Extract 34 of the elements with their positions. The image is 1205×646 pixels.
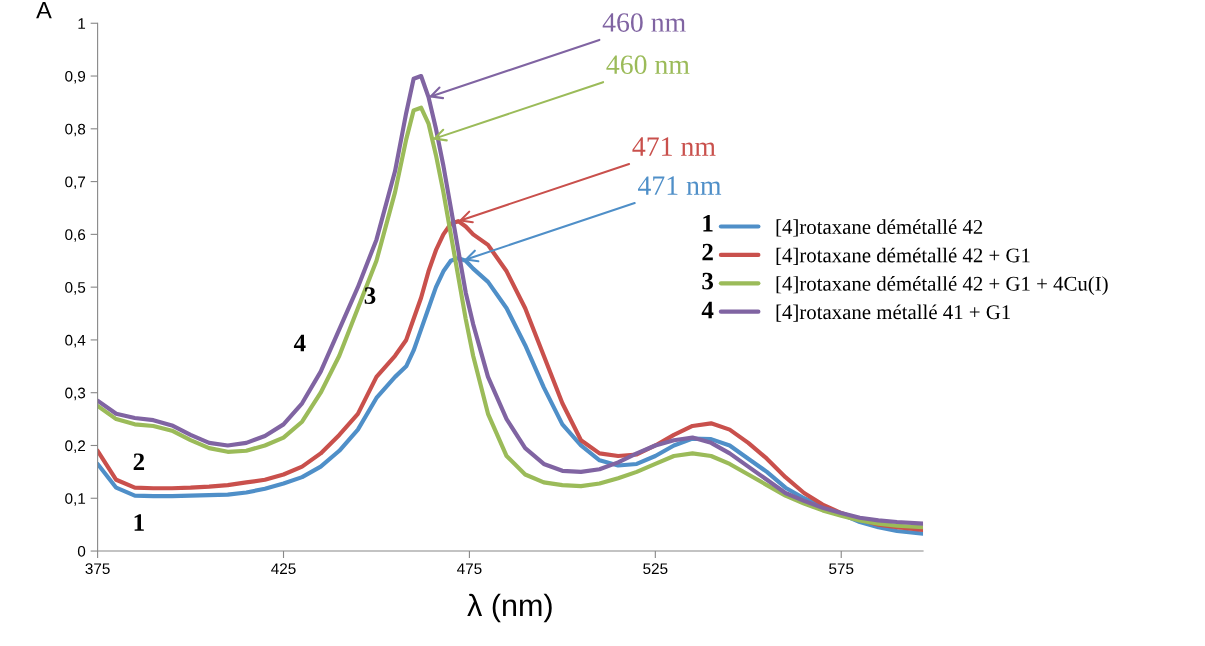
x-tick-label: 525 bbox=[643, 563, 668, 575]
annotation: 4 bbox=[293, 334, 306, 352]
y-tick-label: 0,1 bbox=[65, 493, 86, 506]
annotation: 471 nm bbox=[632, 137, 716, 156]
x-tick-label: 425 bbox=[271, 563, 296, 575]
legend-label: [4]rotaxane démétallé 42 + G1 bbox=[776, 247, 1030, 265]
y-tick-label: 0,9 bbox=[65, 70, 86, 84]
y-tick-label: 0,5 bbox=[65, 282, 86, 295]
annotation: 4 bbox=[701, 301, 714, 319]
y-tick-label: 0,3 bbox=[65, 387, 86, 401]
annotation: 2 bbox=[702, 243, 713, 261]
annotation: 3 bbox=[364, 287, 376, 304]
y-tick-label: 0,6 bbox=[65, 229, 86, 242]
annotation: 3 bbox=[702, 272, 714, 290]
y-tick-label: 0 bbox=[77, 545, 86, 557]
annotation: 2 bbox=[133, 453, 145, 470]
annotation: 1 bbox=[134, 514, 144, 531]
annotation: 471 nm bbox=[637, 176, 722, 195]
annotation: 460 nm bbox=[606, 55, 690, 75]
y-tick-label: 0,4 bbox=[65, 334, 86, 348]
annotation: 1 bbox=[703, 214, 713, 232]
annotation: 460 nm bbox=[602, 13, 686, 32]
x-tick-label: 575 bbox=[829, 563, 854, 575]
x-axis-title: λ (nm) bbox=[467, 593, 552, 623]
legend-label: [4]rotaxane démétallé 42 bbox=[776, 219, 983, 237]
y-tick-label: 0,8 bbox=[65, 123, 86, 137]
y-axis-title: A bbox=[36, 2, 52, 19]
legend-label: [4]rotaxane métallé 41 + G1 bbox=[776, 304, 1010, 322]
legend-label: [4]rotaxane démétallé 42 + G1 + 4Cu(I) bbox=[776, 276, 1108, 296]
x-tick-label: 375 bbox=[85, 563, 110, 575]
y-tick-label: 0,7 bbox=[65, 176, 86, 190]
y-tick-label: 0,2 bbox=[65, 440, 86, 453]
y-tick-label: 1 bbox=[78, 18, 86, 29]
x-tick-label: 475 bbox=[457, 563, 482, 575]
